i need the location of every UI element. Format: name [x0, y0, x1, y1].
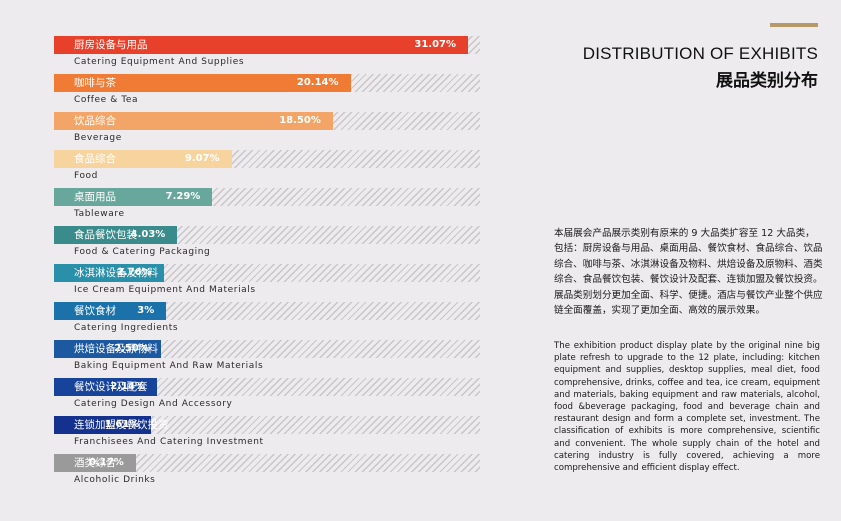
category-label-en: Baking Equipment And Raw Materials	[74, 361, 264, 371]
chart-row: 食品餐饮包装 4.03% Food & Catering Packaging	[54, 226, 480, 264]
chart-row: 桌面用品 7.29% Tableware	[54, 188, 480, 226]
chart-row: 连锁加盟及餐饮投资 1.61% Franchisees And Catering I…	[54, 416, 480, 454]
bar-track	[54, 378, 480, 396]
description-cn: 本届展会产品展示类别有原来的 9 大品类扩容至 12 大品类，包括：厨房设备与用…	[554, 228, 823, 317]
chart-row: 餐饮设计及配套 2.14% Catering Design And Accessor…	[54, 378, 480, 416]
category-label: 餐饮食材	[74, 305, 116, 317]
bar-chart: 厨房设备与用品 31.07% Catering Equipment And Supp…	[54, 36, 480, 492]
category-label-en: Franchisees And Catering Investment	[74, 437, 264, 447]
bar	[54, 454, 136, 472]
bar-track	[54, 416, 480, 434]
category-label: 食品餐饮包装	[74, 229, 137, 241]
category-label-en: Catering Design And Accessory	[74, 399, 233, 409]
category-label: 烘焙设备及原物料	[74, 343, 158, 355]
category-label: 咖啡与茶	[74, 77, 116, 89]
value-label: 7.29%	[165, 191, 201, 202]
value-label: 2.14%	[110, 381, 146, 392]
chart-row: 咖啡与茶 20.14% Coffee & Tea	[54, 74, 480, 112]
bar	[54, 188, 213, 206]
chart-row: 食品综合 9.07% Food	[54, 150, 480, 188]
bar	[54, 302, 167, 320]
category-label: 酒类综合	[74, 457, 116, 469]
chart-row: 冰淇淋设备及物料 2.76% Ice Cream Equipment And Mat…	[54, 264, 480, 302]
value-label: 4.03%	[130, 229, 166, 240]
category-label: 饮品综合	[74, 115, 116, 127]
chart-row: 厨房设备与用品 31.07% Catering Equipment And Supp…	[54, 36, 480, 74]
category-label-en: Food & Catering Packaging	[74, 247, 211, 257]
category-label-en: Food	[74, 171, 98, 181]
bar	[54, 36, 468, 54]
value-label: 2.50%	[114, 343, 149, 354]
category-label: 厨房设备与用品	[74, 39, 148, 51]
category-label-en: Coffee & Tea	[74, 95, 139, 105]
value-label: 0.17%	[89, 457, 124, 468]
category-label: 餐饮设计及配套	[74, 381, 148, 393]
category-label: 桌面用品	[74, 191, 116, 203]
page-title-cn: 展品类别分布	[716, 71, 818, 91]
bar	[54, 378, 157, 396]
value-label: 20.14%	[296, 77, 339, 88]
bar	[54, 112, 333, 130]
description-en: The exhibition product display plate by …	[554, 341, 820, 474]
value-label: 2.76%	[116, 267, 152, 278]
value-label: 1.61%	[104, 419, 140, 430]
bar	[54, 74, 351, 92]
category-label-en: Catering Ingredients	[74, 323, 179, 333]
accent-line	[770, 23, 818, 27]
value-label: 3%	[137, 305, 155, 316]
chart-row: 酒类综合 0.17% Alcoholic Drinks	[54, 454, 480, 492]
bar	[54, 264, 164, 282]
bar-track	[54, 454, 480, 472]
bar	[54, 340, 161, 358]
chart-row: 烘焙设备及原物料 2.50% Baking Equipment And Raw Ma…	[54, 340, 480, 378]
category-label: 连锁加盟及餐饮投资	[74, 419, 169, 431]
category-label: 冰淇淋设备及物料	[74, 267, 158, 279]
value-label: 9.07%	[184, 153, 220, 164]
category-label-en: Tableware	[74, 209, 125, 219]
category-label: 食品综合	[74, 153, 116, 165]
category-label-en: Beverage	[74, 133, 122, 143]
bar	[54, 226, 178, 244]
value-label: 18.50%	[279, 115, 321, 126]
category-label-en: Ice Cream Equipment And Materials	[74, 285, 256, 295]
bar	[54, 416, 152, 434]
chart-row: 饮品综合 18.50% Beverage	[54, 112, 480, 150]
value-label: 31.07%	[414, 39, 457, 50]
bar	[54, 150, 232, 168]
category-label-en: Alcoholic Drinks	[74, 475, 156, 485]
chart-row: 餐饮食材 3% Catering Ingredients	[54, 302, 480, 340]
category-label-en: Catering Equipment And Supplies	[74, 57, 245, 67]
page-title-en: DISTRIBUTION OF EXHIBITS	[582, 44, 818, 63]
